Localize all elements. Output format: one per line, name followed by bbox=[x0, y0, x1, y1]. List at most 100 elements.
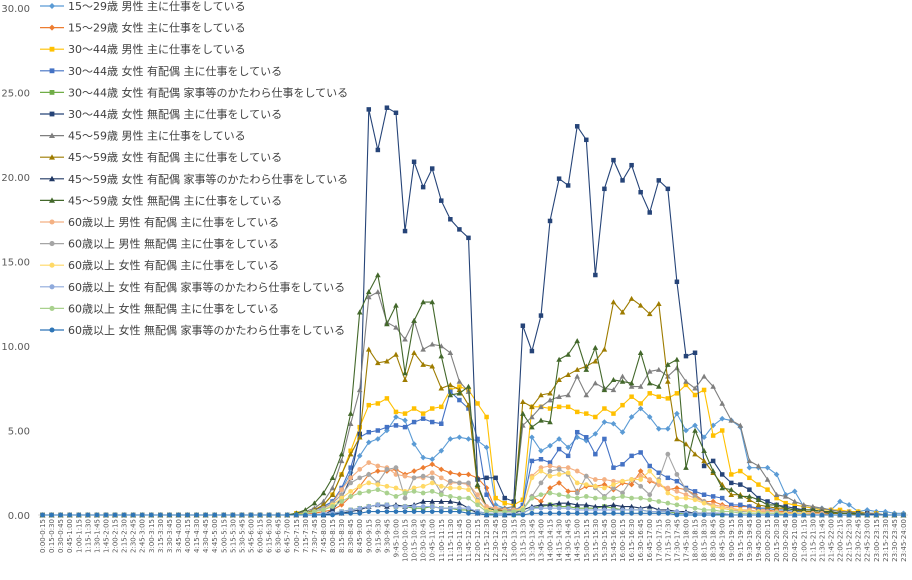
data-point bbox=[465, 436, 472, 442]
data-point bbox=[511, 509, 517, 514]
x-tick-label: 12:30-12:45 bbox=[492, 519, 500, 562]
data-point bbox=[338, 502, 345, 508]
data-point bbox=[864, 512, 870, 518]
legend-marker bbox=[49, 154, 55, 160]
data-point bbox=[393, 409, 399, 415]
data-point bbox=[447, 469, 454, 476]
data-point bbox=[284, 512, 290, 518]
data-point bbox=[565, 500, 571, 506]
data-point bbox=[565, 505, 571, 511]
data-point bbox=[647, 492, 653, 498]
x-tick-label: 21:30-21:45 bbox=[818, 519, 826, 562]
data-point bbox=[602, 507, 607, 513]
data-point bbox=[438, 447, 445, 454]
legend-label: 15～29歳 女性 主に仕事をしている bbox=[68, 21, 246, 35]
data-point bbox=[384, 466, 390, 472]
x-tick-label: 17:00-17:15 bbox=[655, 519, 663, 562]
data-point bbox=[719, 495, 725, 501]
data-point bbox=[457, 227, 462, 232]
data-point bbox=[348, 488, 354, 494]
data-point bbox=[520, 398, 526, 405]
data-point bbox=[420, 504, 426, 509]
y-tick-label: 25.00 bbox=[1, 89, 30, 100]
data-point bbox=[646, 368, 653, 374]
data-point bbox=[810, 507, 816, 513]
legend-item: 30～44歳 女性 有配偶 家事等のかたわら仕事をしている bbox=[40, 85, 348, 99]
data-point bbox=[230, 512, 236, 518]
legend-marker bbox=[49, 24, 55, 31]
data-point bbox=[683, 504, 689, 509]
data-point bbox=[665, 451, 671, 457]
x-tick-label: 19:15-19:30 bbox=[737, 519, 745, 562]
data-point bbox=[592, 507, 598, 513]
x-tick-label: 4:00-4:15 bbox=[184, 519, 192, 553]
data-point bbox=[375, 401, 381, 406]
x-tick-label: 1:45-2:00 bbox=[102, 519, 110, 553]
data-point bbox=[447, 498, 454, 504]
data-point bbox=[529, 404, 535, 410]
data-point bbox=[402, 495, 408, 501]
legend-item: 30～44歳 女性 無配偶 主に仕事をしている bbox=[40, 107, 282, 121]
data-point bbox=[411, 441, 417, 447]
data-point bbox=[747, 504, 752, 509]
x-tick-label: 4:45-5:00 bbox=[211, 519, 219, 553]
data-point bbox=[701, 492, 707, 497]
data-point bbox=[457, 397, 462, 403]
legend-label: 30～44歳 女性 無配偶 主に仕事をしている bbox=[68, 107, 282, 121]
data-point bbox=[692, 422, 698, 429]
x-tick-label: 7:15-7:30 bbox=[302, 519, 310, 553]
data-point bbox=[574, 429, 580, 435]
data-point bbox=[592, 477, 598, 482]
data-point bbox=[429, 480, 435, 486]
data-point bbox=[475, 492, 480, 498]
data-point bbox=[637, 405, 644, 412]
x-tick-label: 14:30-14:45 bbox=[565, 519, 573, 562]
data-point bbox=[592, 510, 598, 516]
x-tick-label: 1:15-1:30 bbox=[84, 519, 92, 553]
data-point bbox=[611, 507, 616, 513]
data-point bbox=[647, 510, 653, 516]
data-point bbox=[665, 186, 671, 192]
data-point bbox=[593, 451, 598, 457]
data-point bbox=[420, 473, 426, 479]
data-point bbox=[112, 512, 118, 518]
x-tick-label: 14:15-14:30 bbox=[556, 519, 564, 562]
data-point bbox=[365, 289, 372, 295]
data-point bbox=[683, 427, 689, 434]
data-point bbox=[620, 494, 625, 499]
data-point bbox=[692, 489, 698, 494]
data-point bbox=[438, 466, 445, 473]
data-point bbox=[792, 512, 798, 518]
data-point bbox=[529, 495, 535, 501]
data-point bbox=[683, 464, 689, 470]
data-point bbox=[701, 373, 707, 379]
data-point bbox=[475, 499, 480, 504]
data-point bbox=[456, 471, 463, 478]
data-point bbox=[447, 392, 454, 398]
data-point bbox=[420, 498, 426, 504]
data-point bbox=[556, 377, 562, 383]
x-tick-label: 15:00-15:15 bbox=[583, 519, 591, 562]
data-point bbox=[547, 463, 553, 469]
data-point bbox=[456, 434, 463, 441]
data-point bbox=[348, 475, 354, 481]
data-point bbox=[420, 346, 426, 352]
data-point bbox=[58, 512, 64, 518]
x-tick-label: 12:15-12:30 bbox=[483, 519, 491, 562]
data-point bbox=[674, 365, 680, 371]
data-point bbox=[674, 502, 680, 508]
data-point bbox=[547, 442, 553, 449]
legend-marker bbox=[49, 175, 55, 182]
data-point bbox=[738, 482, 743, 487]
data-point bbox=[665, 490, 671, 496]
data-point bbox=[375, 272, 381, 278]
data-point bbox=[538, 502, 544, 508]
data-point bbox=[819, 505, 825, 511]
data-point bbox=[592, 495, 598, 501]
data-point bbox=[457, 384, 462, 389]
data-point bbox=[411, 509, 417, 514]
data-point bbox=[601, 387, 608, 393]
data-point bbox=[456, 390, 463, 396]
x-tick-label: 12:00-12:15 bbox=[474, 519, 482, 562]
data-point bbox=[248, 512, 254, 518]
